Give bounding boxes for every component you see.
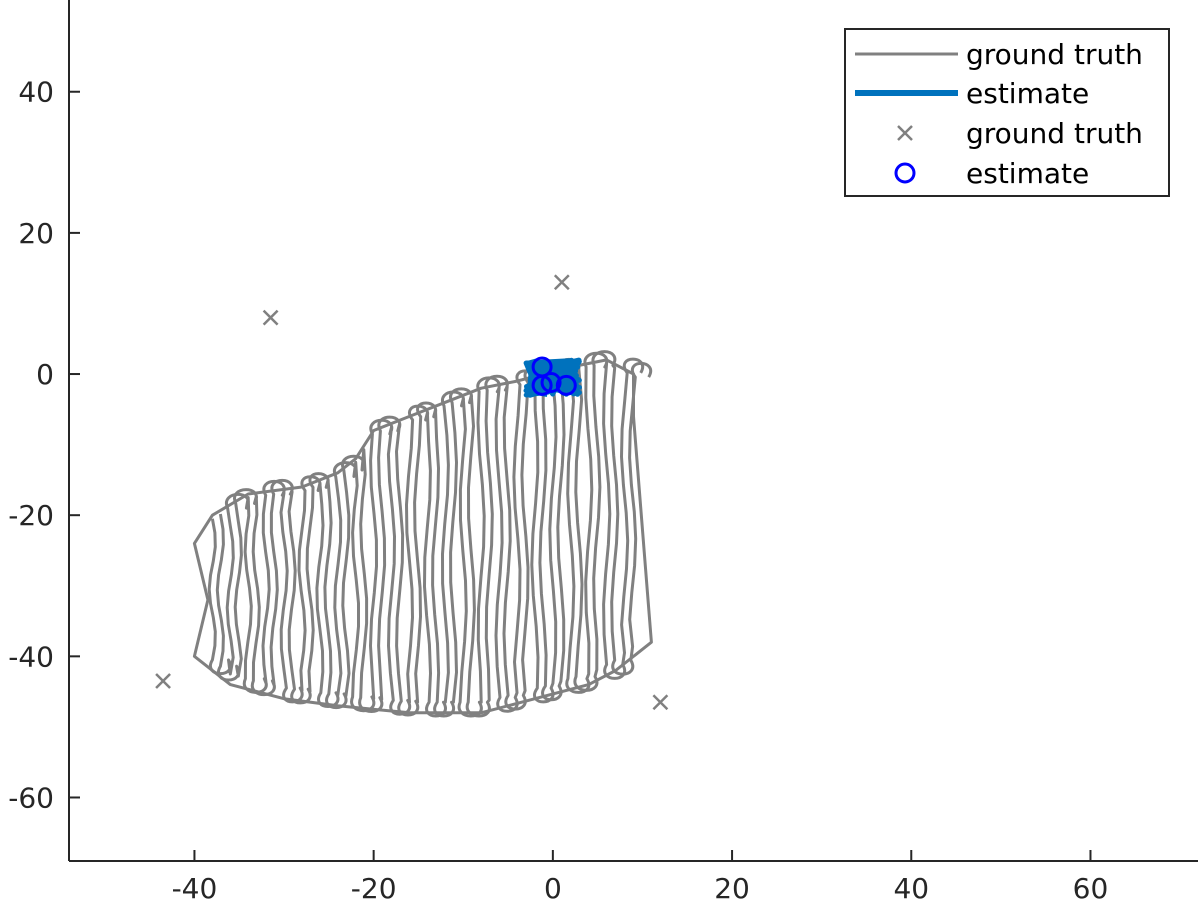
ground-truth-marker	[652, 694, 669, 711]
y-tick-label: 20	[18, 217, 54, 250]
estimate-marker	[540, 372, 562, 394]
x-tick-label: -40	[172, 872, 218, 905]
legend-entry: estimate	[855, 77, 1089, 110]
y-tick-label: -60	[8, 781, 54, 814]
ground-truth-marker	[155, 673, 171, 689]
y-tick-label: 40	[18, 76, 54, 109]
plot-area	[155, 274, 669, 718]
estimate-marker	[531, 374, 553, 396]
legend-entry: ground truth	[855, 38, 1143, 71]
legend-label: estimate	[966, 157, 1089, 190]
legend-label: ground truth	[966, 38, 1143, 71]
ground-truth-marker	[553, 274, 570, 291]
legend-swatch	[897, 125, 913, 141]
legend-label: ground truth	[966, 117, 1143, 150]
axes: -40 -20 0 20 40 60 40 20 0 -20 -40 -60	[8, 0, 1198, 905]
estimate-marker	[555, 374, 577, 396]
legend-entry: ground truth	[897, 117, 1143, 150]
y-tick-label: -40	[8, 640, 54, 673]
legend-swatch	[894, 162, 916, 184]
y-tick-label: -20	[8, 499, 54, 532]
legend-entry: estimate	[894, 157, 1089, 190]
ground-truth-marker	[262, 309, 279, 326]
x-tick-label: 60	[1073, 872, 1109, 905]
x-tick-label: 0	[544, 872, 562, 905]
x-tick-label: 20	[714, 872, 750, 905]
legend-label: estimate	[966, 77, 1089, 110]
y-tick-label: 0	[36, 358, 54, 391]
legend: ground truth estimate ground truth estimate	[844, 28, 1170, 197]
x-tick-label: 40	[893, 872, 929, 905]
x-tick-label: -20	[351, 872, 397, 905]
